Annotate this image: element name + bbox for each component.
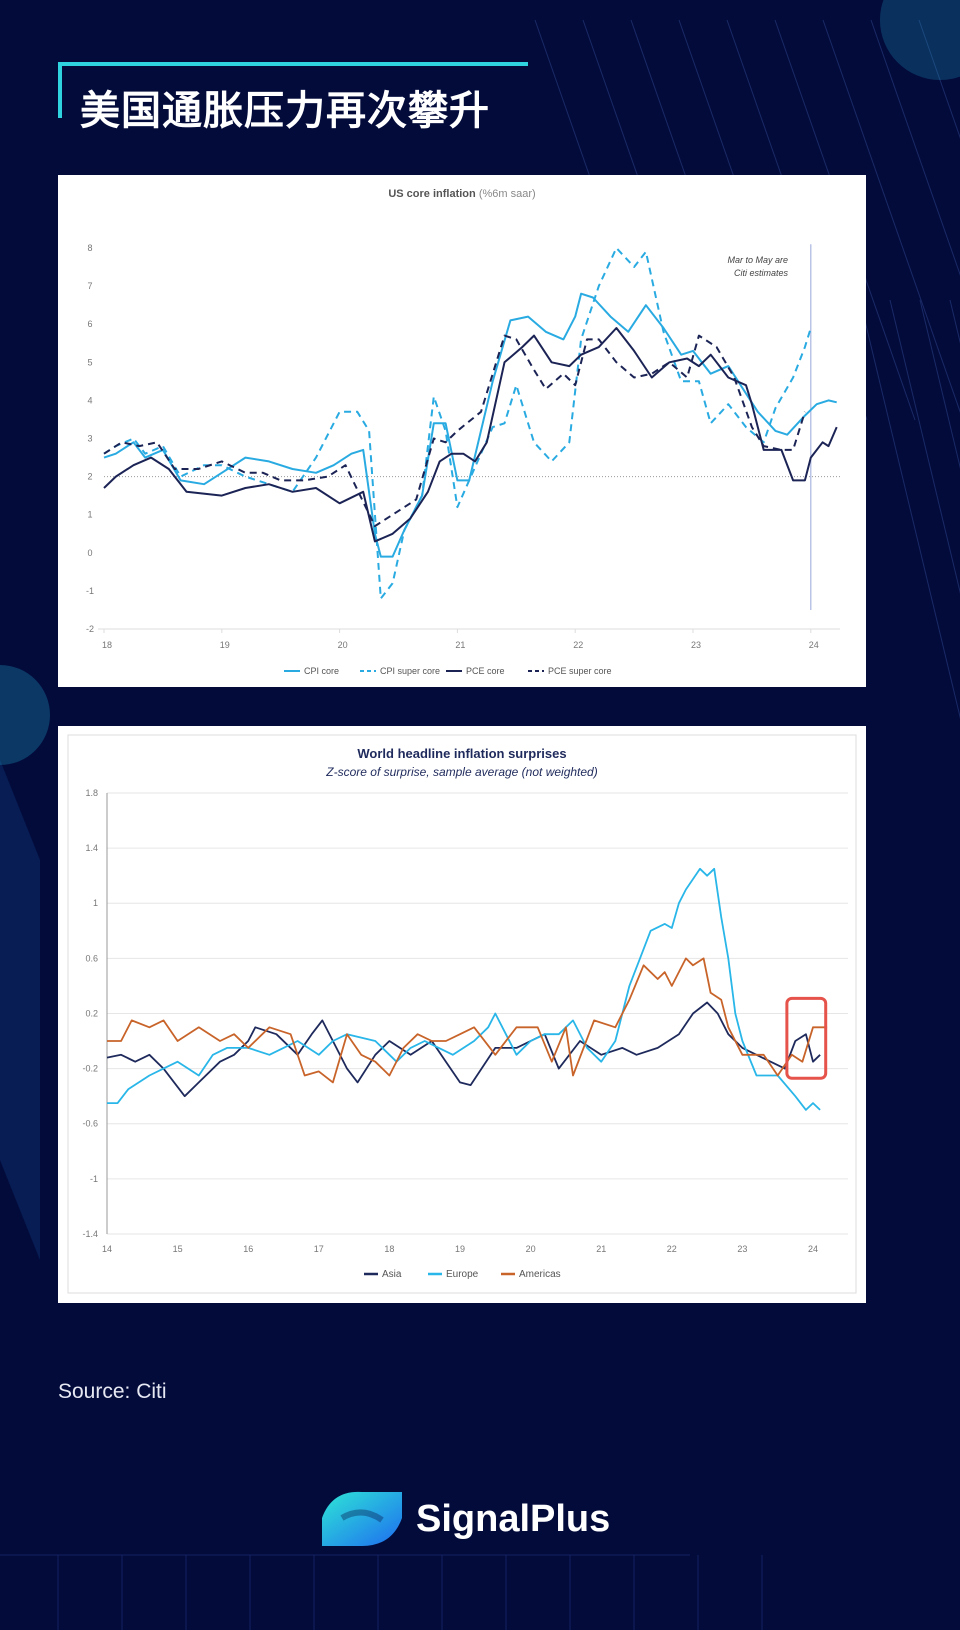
y-tick-label: -1.4 [82,1229,98,1239]
y-tick-label: -1 [90,1174,98,1184]
estimate-annotation: Mar to May are [727,255,788,265]
x-tick-label: 18 [102,640,112,650]
x-tick-label: 19 [220,640,230,650]
signalplus-logo-icon [322,1491,402,1546]
background-diagonal-line [859,299,960,719]
estimate-annotation: Citi estimates [734,268,789,278]
chart-title: US core inflation (%6m saar) [388,188,535,200]
x-tick-label: 17 [314,1244,324,1254]
background-diagonal-line [822,19,960,413]
chart-title-unit: (%6m saar) [479,188,536,200]
x-tick-label: 21 [455,640,465,650]
x-tick-label: 21 [596,1244,606,1254]
world-inflation-surprises-chart: World headline inflation surprises Z-scor… [58,726,866,1303]
x-tick-label: 20 [338,640,348,650]
y-tick-label: 3 [87,434,92,444]
background-glow [880,0,960,80]
y-tick-label: 7 [87,281,92,291]
source-note: Source: Citi [58,1380,167,1403]
y-tick-label: 1 [87,510,92,520]
y-tick-label: 0.6 [85,953,98,963]
x-tick-label: 14 [102,1244,112,1254]
series-line-asia [106,1001,821,1098]
legend-label-cpi-core: CPI core [304,666,339,676]
y-tick-label: 6 [87,319,92,329]
background-diagonal-line [919,299,960,469]
background-diagonal-band [0,760,40,1260]
y-tick-label: 0 [87,548,92,558]
y-tick-label: 8 [87,243,92,253]
world-inflation-surprises-svg: World headline inflation surprises Z-scor… [67,734,857,1294]
background-diagonal-line [949,299,960,344]
legend-label-pce-core: PCE core [466,666,505,676]
y-tick-label: 5 [87,357,92,367]
legend-label-pce-super-core: PCE super core [548,666,612,676]
chart-frame [67,734,857,1294]
background-diagonal-line [918,19,960,139]
y-tick-label: 4 [87,395,92,405]
title-accent-bar [58,62,528,66]
series-line-americas [107,957,828,1084]
x-tick-label: 20 [526,1244,536,1254]
x-tick-label: 23 [737,1244,747,1254]
signalplus-logo: SignalPlus [322,1488,610,1550]
y-tick-label: 0.2 [85,1008,98,1018]
x-tick-label: 18 [384,1244,394,1254]
x-tick-label: 22 [667,1244,677,1254]
legend-label-americas: Americas [519,1269,561,1280]
us-core-inflation-chart: US core inflation (%6m saar) 8 7 6 5 4 3 2 1 0 -1-… [58,175,866,687]
x-tick-label: 22 [573,640,583,650]
x-tick-label: 24 [809,640,819,650]
brand-name: SignalPlus [416,1497,611,1540]
page-title: 美国通胀压力再次攀升 [80,88,490,134]
legend-label-asia: Asia [382,1269,402,1280]
chart-title-main: US core inflation [388,188,478,200]
legend-label-europe: Europe [446,1269,479,1280]
y-tick-label: -0.6 [82,1119,98,1129]
x-tick-label: 23 [691,640,701,650]
x-tick-label: 16 [243,1244,253,1254]
x-tick-label: 24 [808,1244,818,1254]
y-tick-label: 1.4 [85,843,98,853]
background-diagonal-line [870,19,960,276]
series-line-pce-core [103,327,838,543]
series-line-europe [107,867,821,1111]
series-line-pce-super-core [103,334,806,528]
y-tick-label: -2 [86,624,94,634]
y-tick-label: 1 [93,898,98,908]
background-glow [0,665,50,765]
x-tick-label: 15 [173,1244,183,1254]
chart-subtitle: Z-score of surprise, sample average (not… [325,765,597,779]
legend-label-cpi-super-core: CPI super core [380,666,440,676]
y-tick-label: -0.2 [82,1064,98,1074]
background-diagonal-line [889,299,960,594]
highlight-box [785,996,828,1080]
x-tick-label: 19 [455,1244,465,1254]
series-line-cpi-core [103,292,837,558]
y-tick-label: 2 [87,472,92,482]
title-accent-bar-vertical [58,62,62,118]
us-core-inflation-svg: US core inflation (%6m saar)876543210-1-… [86,188,840,676]
chart-title: World headline inflation surprises [357,746,566,761]
y-tick-label: -1 [86,586,94,596]
y-tick-label: 1.8 [85,788,98,798]
series-line-cpi-super-core [103,247,812,600]
